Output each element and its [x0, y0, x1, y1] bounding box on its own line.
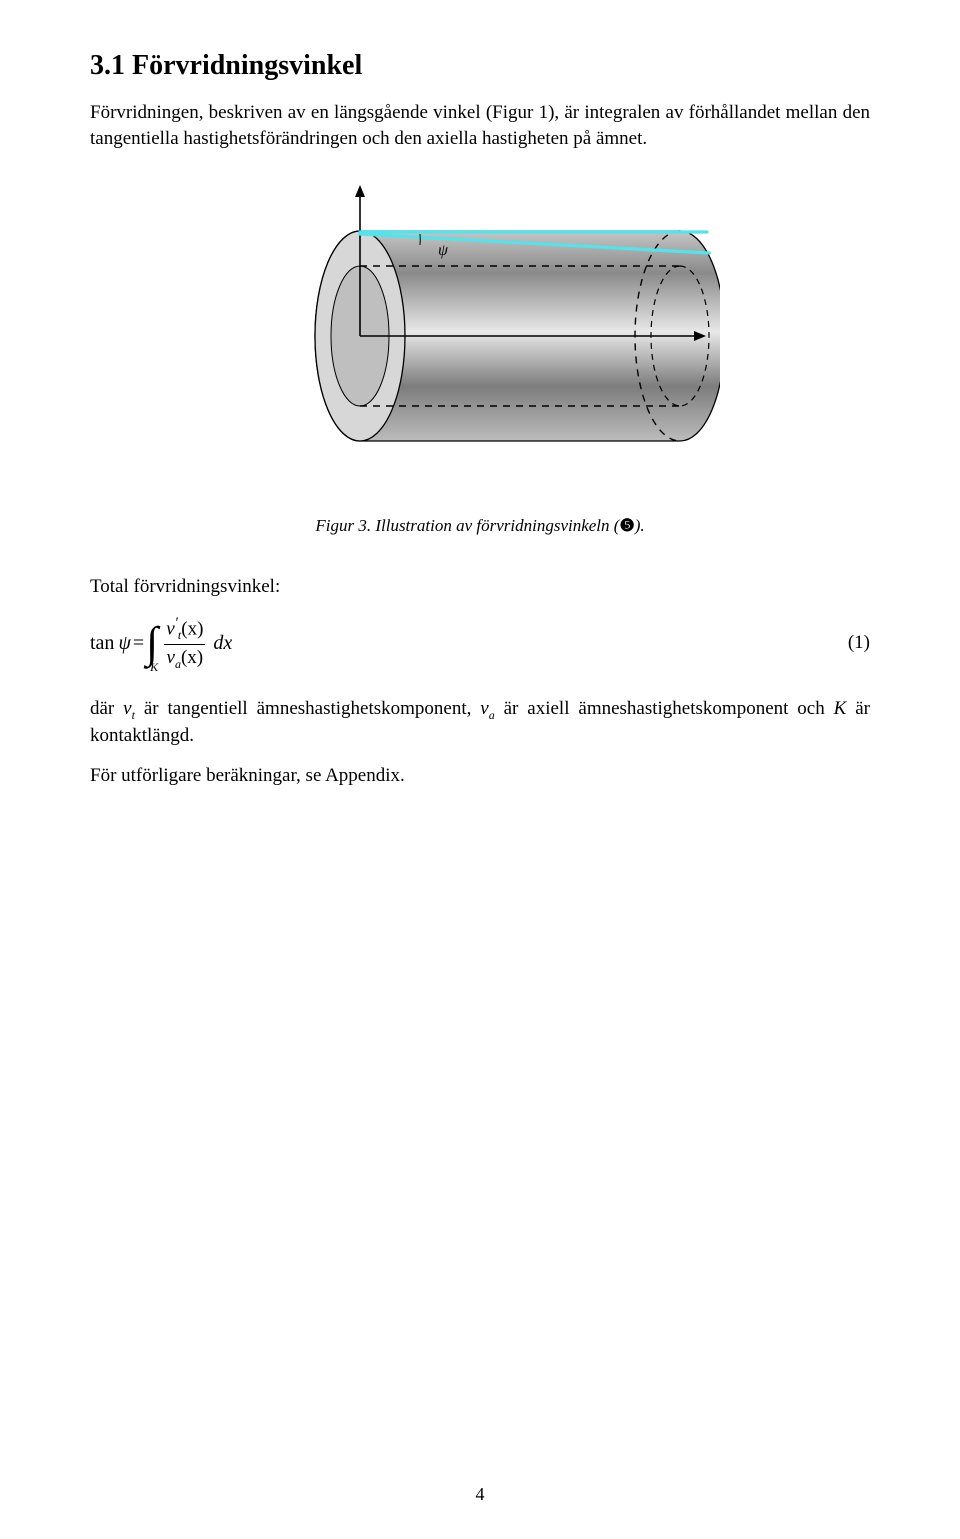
equation-1: tan ψ = ∫K v′t(x) va(x) dx (1): [90, 614, 870, 672]
eq-tan: tan: [90, 632, 114, 655]
intro-paragraph: Förvridningen, beskriven av en längsgåen…: [90, 100, 870, 151]
eq-equals: =: [133, 632, 144, 655]
eq-numerator: v′t(x): [164, 614, 205, 643]
section-heading: 3.1 Förvridningsvinkel: [90, 50, 870, 82]
figure-caption: Figur 3. Illustration av förvridningsvin…: [90, 516, 870, 536]
eq-denominator: va(x): [165, 646, 206, 672]
eq-psi: ψ: [118, 632, 130, 655]
appendix-note: För utförligare beräkningar, se Appendix…: [90, 763, 870, 789]
equation-number: (1): [848, 632, 870, 654]
figure-3: ψ: [90, 181, 870, 476]
eq-fraction: v′t(x) va(x): [164, 614, 205, 672]
equation-expression: tan ψ = ∫K v′t(x) va(x) dx: [90, 614, 232, 672]
total-twist-label: Total förvridningsvinkel:: [90, 576, 870, 598]
caption-symbol: ❺: [619, 516, 634, 535]
eq-integral: ∫K: [146, 621, 158, 665]
caption-text-suffix: ).: [635, 516, 645, 535]
eq-dx: dx: [213, 632, 232, 655]
svg-text:ψ: ψ: [438, 242, 449, 259]
eq-integral-sub: K: [150, 661, 158, 673]
where-paragraph: där vt är tangentiell ämneshastighetskom…: [90, 696, 870, 749]
caption-text-prefix: Figur 3. Illustration av förvridningsvin…: [315, 516, 619, 535]
page-number: 4: [0, 1484, 960, 1505]
cylinder-diagram: ψ: [240, 181, 720, 471]
